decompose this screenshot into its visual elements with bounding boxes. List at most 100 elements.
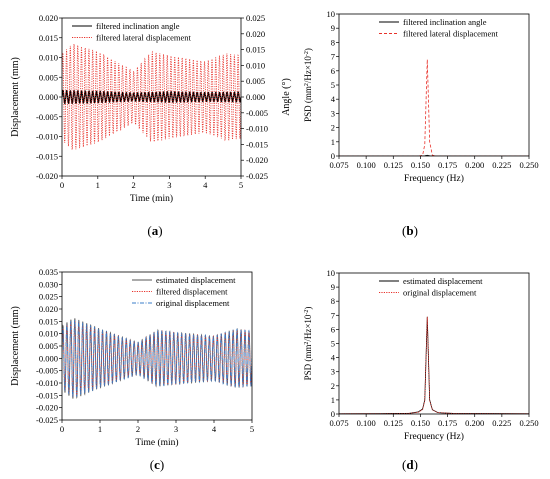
legend-label-a-1: filtered lateral displacement: [96, 33, 192, 43]
xtick-label-b-6: 0.225: [492, 160, 511, 170]
y2tick-label-a-1: -0.020: [246, 155, 268, 165]
caption-letter-b: b: [406, 223, 414, 238]
ytick-label-b-9: 9: [331, 23, 335, 33]
caption-b: (b): [402, 223, 418, 238]
ytick-label-d-5: 5: [331, 339, 335, 349]
y-axis-label-b: PSD (mm2/Hz×10-2): [303, 48, 313, 122]
xtick-label-a-5: 5: [239, 180, 243, 190]
xtick-label-c-4: 4: [212, 424, 217, 434]
xtick-label-c-1: 1: [98, 424, 102, 434]
y2tick-label-a-5: 0.000: [246, 92, 265, 102]
plot-area-b: [339, 59, 529, 156]
xtick-label-c-0: 0: [60, 424, 64, 434]
xtick-label-d-6: 0.225: [492, 418, 511, 428]
ytick-label-d-2: 2: [331, 381, 335, 391]
ytick-label-b-6: 6: [331, 66, 335, 76]
xtick-label-a-2: 2: [131, 180, 135, 190]
ytick-label-a-8: 0.020: [39, 13, 58, 23]
plot-area-a: [62, 44, 241, 151]
ytick-label-d-10: 10: [327, 268, 336, 278]
series-d-1: [339, 316, 529, 414]
ytick-label-c-3: -0.010: [36, 378, 58, 388]
ytick-label-a-5: 0.005: [39, 72, 58, 82]
ytick-label-d-9: 9: [331, 282, 335, 292]
y2tick-label-a-10: 0.025: [246, 13, 265, 23]
ytick-label-d-7: 7: [331, 310, 335, 320]
ytick-label-a-1: -0.015: [36, 151, 58, 161]
y-axis-label-c: Displacement (mm): [10, 306, 21, 386]
xtick-label-b-4: 0.175: [438, 160, 457, 170]
series-b-1: [339, 59, 529, 156]
xtick-label-d-3: 0.150: [411, 418, 430, 428]
y2tick-label-a-7: 0.010: [246, 60, 265, 70]
y2-axis-label-a: Angle (°): [281, 78, 292, 116]
xtick-label-d-5: 0.200: [465, 418, 484, 428]
chart-panel-c: 0 1 2 3 4 5 -0.025 -0.020 -0.015 -0.010 -0.005 0.00…: [10, 267, 254, 448]
xtick-label-d-2: 0.125: [384, 418, 403, 428]
ytick-label-a-0: -0.020: [36, 171, 58, 181]
ytick-label-c-8: 0.015: [39, 316, 58, 326]
plot-area-c: [62, 318, 252, 399]
ytick-label-a-2: -0.010: [36, 132, 58, 142]
ytick-label-c-12: 0.035: [39, 267, 58, 277]
y-axis-label-d: PSD (mm2/Hz×10-2): [303, 307, 313, 381]
legend-label-b-1: filtered lateral displacement: [403, 29, 499, 39]
ytick-label-d-1: 1: [331, 395, 335, 405]
ytick-label-a-7: 0.015: [39, 33, 58, 43]
ytick-label-b-5: 5: [331, 80, 335, 90]
xtick-label-d-4: 0.175: [438, 418, 457, 428]
series-c-1: [62, 320, 252, 397]
y2tick-label-a-2: -0.015: [246, 139, 268, 149]
caption-c: (c): [149, 457, 165, 472]
caption-letter-c: c: [154, 457, 160, 472]
x-axis-label-c: Time (min): [135, 437, 178, 448]
y2tick-label-a-6: 0.005: [246, 76, 265, 86]
x-axis-label-b: Frequency (Hz): [404, 173, 464, 184]
plot-area-d: [339, 316, 529, 414]
y2tick-label-a-0: -0.025: [246, 171, 268, 181]
y-axis-label-a: Displacement (mm): [10, 57, 21, 137]
ytick-label-c-2: -0.015: [36, 390, 58, 400]
xtick-label-b-5: 0.200: [465, 160, 484, 170]
y2tick-label-a-8: 0.015: [246, 45, 265, 55]
xtick-label-b-7: 0.250: [519, 160, 538, 170]
ytick-label-d-0: 0: [331, 409, 335, 419]
legend-d: estimated displacement original displacem…: [379, 276, 483, 298]
ytick-label-b-3: 3: [331, 108, 335, 118]
xtick-label-d-0: 0.075: [329, 418, 348, 428]
ytick-label-c-5: 0.000: [39, 353, 58, 363]
ytick-label-d-8: 8: [331, 296, 335, 306]
ytick-label-c-1: -0.020: [36, 403, 58, 413]
ytick-label-c-4: -0.005: [36, 366, 58, 376]
legend-label-d-0: estimated displacement: [403, 276, 483, 286]
y2tick-label-a-9: 0.020: [246, 29, 265, 39]
ytick-label-d-4: 4: [331, 353, 336, 363]
xtick-label-b-3: 0.150: [411, 160, 430, 170]
x-axis-label-a: Time (min): [130, 193, 173, 204]
ytick-label-a-6: 0.010: [39, 53, 58, 63]
legend-c: estimated displacement filtered displacem…: [132, 275, 236, 308]
ytick-label-b-7: 7: [331, 52, 335, 62]
ytick-label-c-6: 0.005: [39, 341, 58, 351]
xtick-label-b-1: 0.100: [357, 160, 376, 170]
ytick-label-b-4: 4: [331, 94, 336, 104]
ytick-label-b-8: 8: [331, 37, 335, 47]
ytick-label-a-4: 0.000: [39, 92, 58, 102]
ytick-label-a-3: -0.005: [36, 112, 58, 122]
y2tick-label-a-4: -0.005: [246, 108, 268, 118]
xtick-label-b-0: 0.075: [329, 160, 348, 170]
caption-a: (a): [147, 223, 163, 238]
ytick-label-b-10: 10: [327, 9, 336, 19]
ytick-label-c-9: 0.020: [39, 304, 58, 314]
legend-label-c-0: estimated displacement: [156, 275, 236, 285]
legend-label-b-0: filtered inclination angle: [403, 17, 487, 27]
legend-b: filtered inclination angle filtered later…: [379, 17, 499, 39]
legend-label-c-1: filtered displacement: [156, 287, 228, 297]
ytick-label-b-1: 1: [331, 137, 335, 147]
series-c-2: [62, 318, 252, 398]
legend-a: filtered inclination angle filtered later…: [72, 21, 192, 43]
ytick-label-d-3: 3: [331, 367, 335, 377]
series-a-1: [62, 44, 241, 151]
xtick-label-a-1: 1: [96, 180, 100, 190]
x-axis-label-d: Frequency (Hz): [404, 431, 464, 442]
